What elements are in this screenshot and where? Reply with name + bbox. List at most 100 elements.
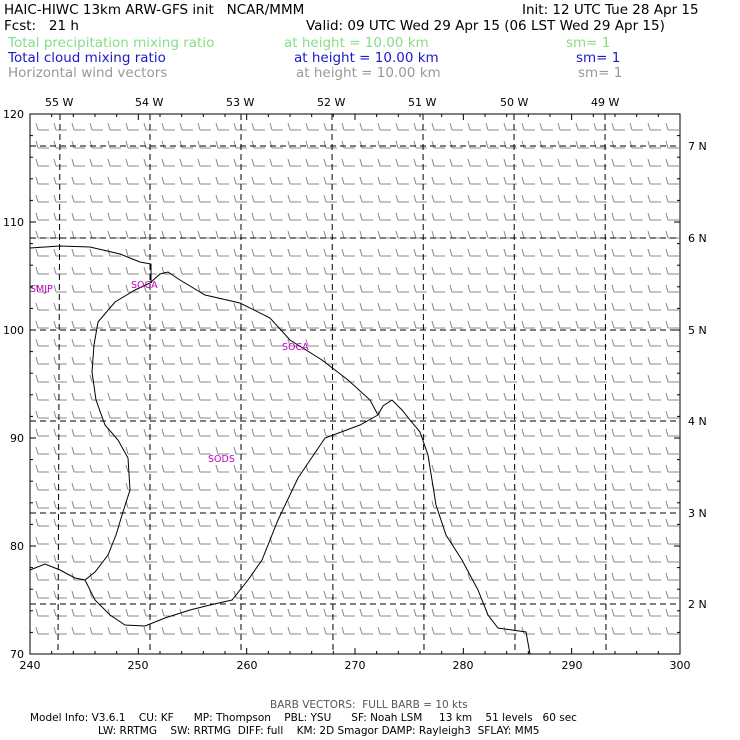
wind-barb	[287, 446, 301, 455]
wind-barb	[215, 590, 229, 599]
wind-barb	[179, 230, 193, 239]
wind-barb	[341, 626, 355, 635]
wind-barb	[377, 626, 391, 635]
valid-time: Valid: 09 UTC Wed 29 Apr 15 (06 LST Wed …	[306, 18, 665, 34]
wind-barb	[431, 410, 445, 419]
wind-barb	[593, 554, 607, 563]
wind-barb	[71, 464, 85, 473]
wind-barb	[107, 590, 121, 599]
wind-barb	[35, 608, 49, 617]
lat-label: 4 N	[688, 415, 707, 428]
wind-barb	[467, 374, 481, 383]
wind-barb	[125, 302, 139, 311]
wind-barb	[179, 626, 193, 635]
wind-barb	[557, 356, 571, 365]
wind-barb	[323, 500, 337, 509]
wind-barb	[377, 554, 391, 563]
wind-barb	[593, 122, 607, 131]
wind-barb	[53, 554, 67, 563]
wind-barb	[143, 482, 157, 491]
wind-barb	[161, 176, 175, 185]
wind-barb	[53, 608, 67, 617]
wind-barb	[107, 338, 121, 347]
wind-barb	[557, 230, 571, 239]
wind-barb	[179, 590, 193, 599]
wind-barb	[449, 122, 463, 131]
wind-barb	[611, 212, 625, 221]
wind-barb	[341, 446, 355, 455]
wind-barb	[557, 320, 571, 329]
wind-barb	[269, 140, 283, 149]
wind-barb	[323, 194, 337, 203]
wind-barb	[89, 554, 103, 563]
wind-barb	[53, 302, 67, 311]
wind-barb	[611, 248, 625, 257]
wind-barb	[359, 446, 373, 455]
wind-barb	[35, 356, 49, 365]
wind-barb	[449, 284, 463, 293]
wind-barb	[503, 356, 517, 365]
wind-barb	[449, 158, 463, 167]
wind-barb	[269, 230, 283, 239]
wind-barb	[377, 446, 391, 455]
wind-barb	[359, 554, 373, 563]
wind-barb	[179, 176, 193, 185]
wind-barb	[557, 590, 571, 599]
wind-barb	[503, 320, 517, 329]
wind-barb	[503, 212, 517, 221]
wind-barb	[323, 554, 337, 563]
wind-barb	[611, 626, 625, 635]
wind-barb	[647, 392, 661, 401]
lon-label: 52 W	[317, 96, 345, 109]
wind-barb	[35, 230, 49, 239]
wind-barb	[539, 608, 553, 617]
wind-barb	[629, 212, 643, 221]
wind-barb	[107, 194, 121, 203]
wind-barb	[521, 122, 535, 131]
wind-barb	[629, 122, 643, 131]
wind-barb	[467, 554, 481, 563]
wind-barb	[35, 248, 49, 257]
wind-barb	[449, 500, 463, 509]
wind-barb	[107, 356, 121, 365]
wind-barb	[485, 356, 499, 365]
wind-barb	[35, 374, 49, 383]
wind-barb	[665, 338, 679, 347]
wind-barb	[485, 230, 499, 239]
wind-barb	[395, 410, 409, 419]
wind-barb	[431, 554, 445, 563]
wind-barb	[575, 212, 589, 221]
wind-barb	[341, 122, 355, 131]
wind-barb	[143, 410, 157, 419]
wind-barb	[665, 428, 679, 437]
wind-barb	[593, 374, 607, 383]
wind-barb	[35, 392, 49, 401]
wind-barb	[377, 158, 391, 167]
wind-barb	[395, 536, 409, 545]
wind-barb	[557, 338, 571, 347]
wind-barb	[287, 194, 301, 203]
wind-barb	[395, 158, 409, 167]
wind-barb	[413, 338, 427, 347]
wind-barb	[611, 230, 625, 239]
wind-barb	[305, 140, 319, 149]
wind-barb	[449, 464, 463, 473]
wind-barb	[269, 572, 283, 581]
wind-barb	[413, 626, 427, 635]
wind-barb	[413, 518, 427, 527]
wind-barb	[215, 410, 229, 419]
wind-barb	[323, 464, 337, 473]
wind-barb	[377, 518, 391, 527]
wind-barb	[449, 302, 463, 311]
lon-label: 51 W	[408, 96, 436, 109]
wind-barb	[557, 392, 571, 401]
wind-barb	[305, 608, 319, 617]
wind-barb	[125, 590, 139, 599]
wind-barb	[521, 392, 535, 401]
wind-barb	[323, 518, 337, 527]
wind-barb	[593, 590, 607, 599]
wind-barb	[233, 284, 247, 293]
wind-barb	[161, 338, 175, 347]
wind-barb	[431, 248, 445, 257]
wind-barb	[179, 374, 193, 383]
